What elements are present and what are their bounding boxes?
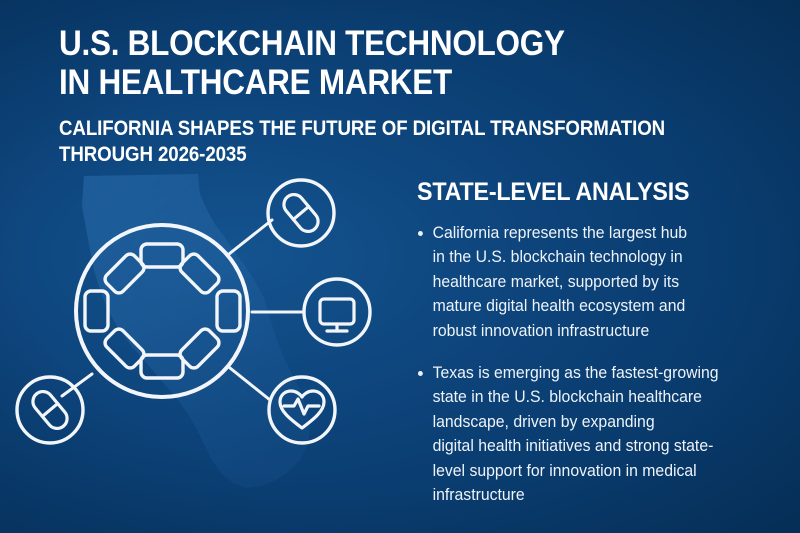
panel-heading: STATE-LEVEL ANALYSIS — [417, 178, 690, 206]
bullet-dot-icon — [417, 370, 423, 376]
bullet-text: California represents the largest hub in… — [432, 224, 688, 340]
node-monitor — [302, 277, 372, 347]
hub-outer-circle — [74, 223, 250, 399]
list-item: Texas is emerging as the fastest-growing… — [417, 361, 780, 507]
node-pill-capsule-left — [15, 375, 85, 445]
analysis-bullet-list: California represents the largest hub in… — [417, 221, 789, 507]
connector-lines — [60, 218, 306, 402]
list-item: California represents the largest hub in… — [417, 221, 780, 343]
page-subtitle: CALIFORNIA SHAPES THE FUTURE OF DIGITAL … — [59, 117, 666, 166]
blockchain-blocks — [83, 242, 242, 380]
node-pill-capsule-top — [266, 178, 336, 248]
page-title: U.S. BLOCKCHAIN TECHNOLOGY IN HEALTHCARE… — [59, 24, 565, 103]
bullet-dot-icon — [417, 230, 423, 236]
state-level-analysis-panel: STATE-LEVEL ANALYSIS California represen… — [417, 178, 789, 507]
headline-block: U.S. BLOCKCHAIN TECHNOLOGY IN HEALTHCARE… — [59, 24, 759, 168]
blockchain-network-graphic — [14, 178, 394, 468]
node-heart-pulse — [267, 375, 337, 445]
bullet-text: Texas is emerging as the fastest-growing… — [432, 364, 719, 505]
